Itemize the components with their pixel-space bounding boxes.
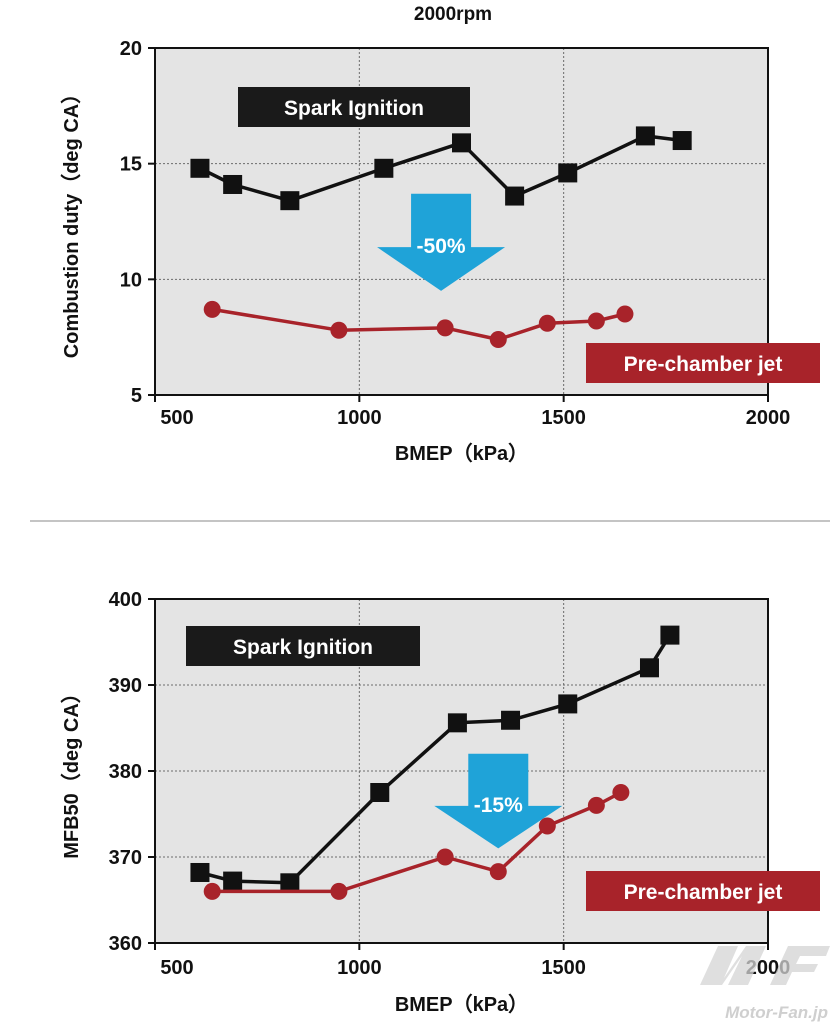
x-axis-label: BMEP（kPa） — [395, 993, 528, 1016]
x-tick-label: 1500 — [541, 407, 586, 429]
pre-chamber-jet-point — [203, 300, 221, 318]
pre-chamber-jet-label: Pre-chamber jet — [624, 881, 783, 904]
spark-ignition-point — [190, 158, 210, 178]
spark-ignition-point — [501, 710, 521, 730]
y-tick-label: 15 — [120, 154, 142, 176]
spark-ignition-point — [452, 133, 471, 153]
spark-ignition-point — [223, 871, 243, 891]
pre-chamber-jet-point — [203, 882, 221, 900]
x-tick-label: 1000 — [337, 957, 382, 979]
pre-chamber-jet-point — [538, 817, 556, 835]
x-tick-label: 500 — [160, 957, 193, 979]
watermark-text: Motor-Fan.jp — [725, 1003, 828, 1022]
y-tick-label: 370 — [109, 847, 142, 869]
pre-chamber-jet-point — [616, 305, 634, 323]
pre-chamber-jet-point — [436, 848, 454, 866]
series-pre-chamber-jet — [203, 300, 634, 348]
series-spark-ignition — [190, 126, 692, 211]
spark-ignition-label: Spark Ignition — [284, 97, 424, 120]
spark-ignition-point — [672, 131, 692, 151]
spark-ignition-label: Spark Ignition — [233, 636, 373, 659]
y-tick-label: 400 — [109, 589, 142, 611]
pre-chamber-jet-point — [330, 882, 348, 900]
pre-chamber-jet-box — [586, 871, 820, 911]
spark-ignition-point — [190, 862, 210, 882]
x-tick-label: 500 — [160, 407, 193, 429]
spark-ignition-point — [639, 658, 659, 678]
y-tick-label: 360 — [109, 933, 142, 955]
figure-title: 2000rpm — [414, 4, 492, 25]
y-tick-label: 380 — [109, 761, 142, 783]
x-tick-label: 1500 — [541, 957, 586, 979]
y-tick-label: 10 — [120, 269, 142, 291]
spark-ignition-point — [223, 174, 243, 194]
y-tick-label: 390 — [109, 675, 142, 697]
motor-fan-logo — [700, 946, 830, 985]
spark-ignition-point — [374, 158, 394, 178]
spark-ignition-point — [558, 694, 578, 714]
spark-ignition-point — [447, 713, 467, 733]
x-tick-label: 2000 — [746, 407, 791, 429]
spark-ignition-point — [558, 163, 578, 183]
reduction-arrow-label: -15% — [474, 794, 523, 817]
y-axis-label: Combustion duty（deg CA） — [60, 84, 83, 358]
chart-combustion-duty: 5 10 15 20 500 1000 1500 2000 BMEP（kPa） Combustio… — [60, 38, 820, 465]
pre-chamber-jet-box — [586, 343, 820, 383]
pre-chamber-jet-point — [538, 314, 556, 332]
spark-ignition-box — [238, 87, 470, 127]
spark-ignition-point — [660, 625, 680, 645]
y-tick-label: 5 — [131, 385, 142, 407]
reduction-arrow-label: -50% — [417, 235, 466, 258]
spark-ignition-point — [280, 191, 300, 211]
spark-ignition-box — [186, 626, 420, 666]
pre-chamber-jet-point — [587, 312, 605, 330]
pre-chamber-jet-label: Pre-chamber jet — [624, 353, 783, 376]
pre-chamber-jet-point — [489, 330, 507, 348]
reduction-arrow — [434, 753, 563, 849]
pre-chamber-jet-point — [587, 796, 605, 814]
x-axis-label: BMEP（kPa） — [395, 442, 528, 465]
spark-ignition-point — [505, 186, 525, 206]
pre-chamber-jet-point — [436, 319, 454, 337]
spark-ignition-point — [635, 126, 655, 146]
spark-ignition-point — [280, 873, 300, 893]
series-spark-ignition — [190, 625, 680, 893]
spark-ignition-point — [370, 783, 390, 802]
x-tick-label: 1000 — [337, 407, 382, 429]
y-axis-label: MFB50（deg CA） — [60, 683, 83, 859]
plot-frame — [154, 47, 769, 396]
watermark: Motor-Fan.jp — [700, 946, 830, 1022]
y-tick-label: 20 — [120, 38, 142, 60]
pre-chamber-jet-point — [489, 863, 507, 881]
reduction-arrow — [377, 193, 506, 291]
pre-chamber-jet-point — [612, 784, 630, 801]
series-pre-chamber-jet — [203, 784, 630, 900]
pre-chamber-jet-point — [330, 321, 348, 339]
